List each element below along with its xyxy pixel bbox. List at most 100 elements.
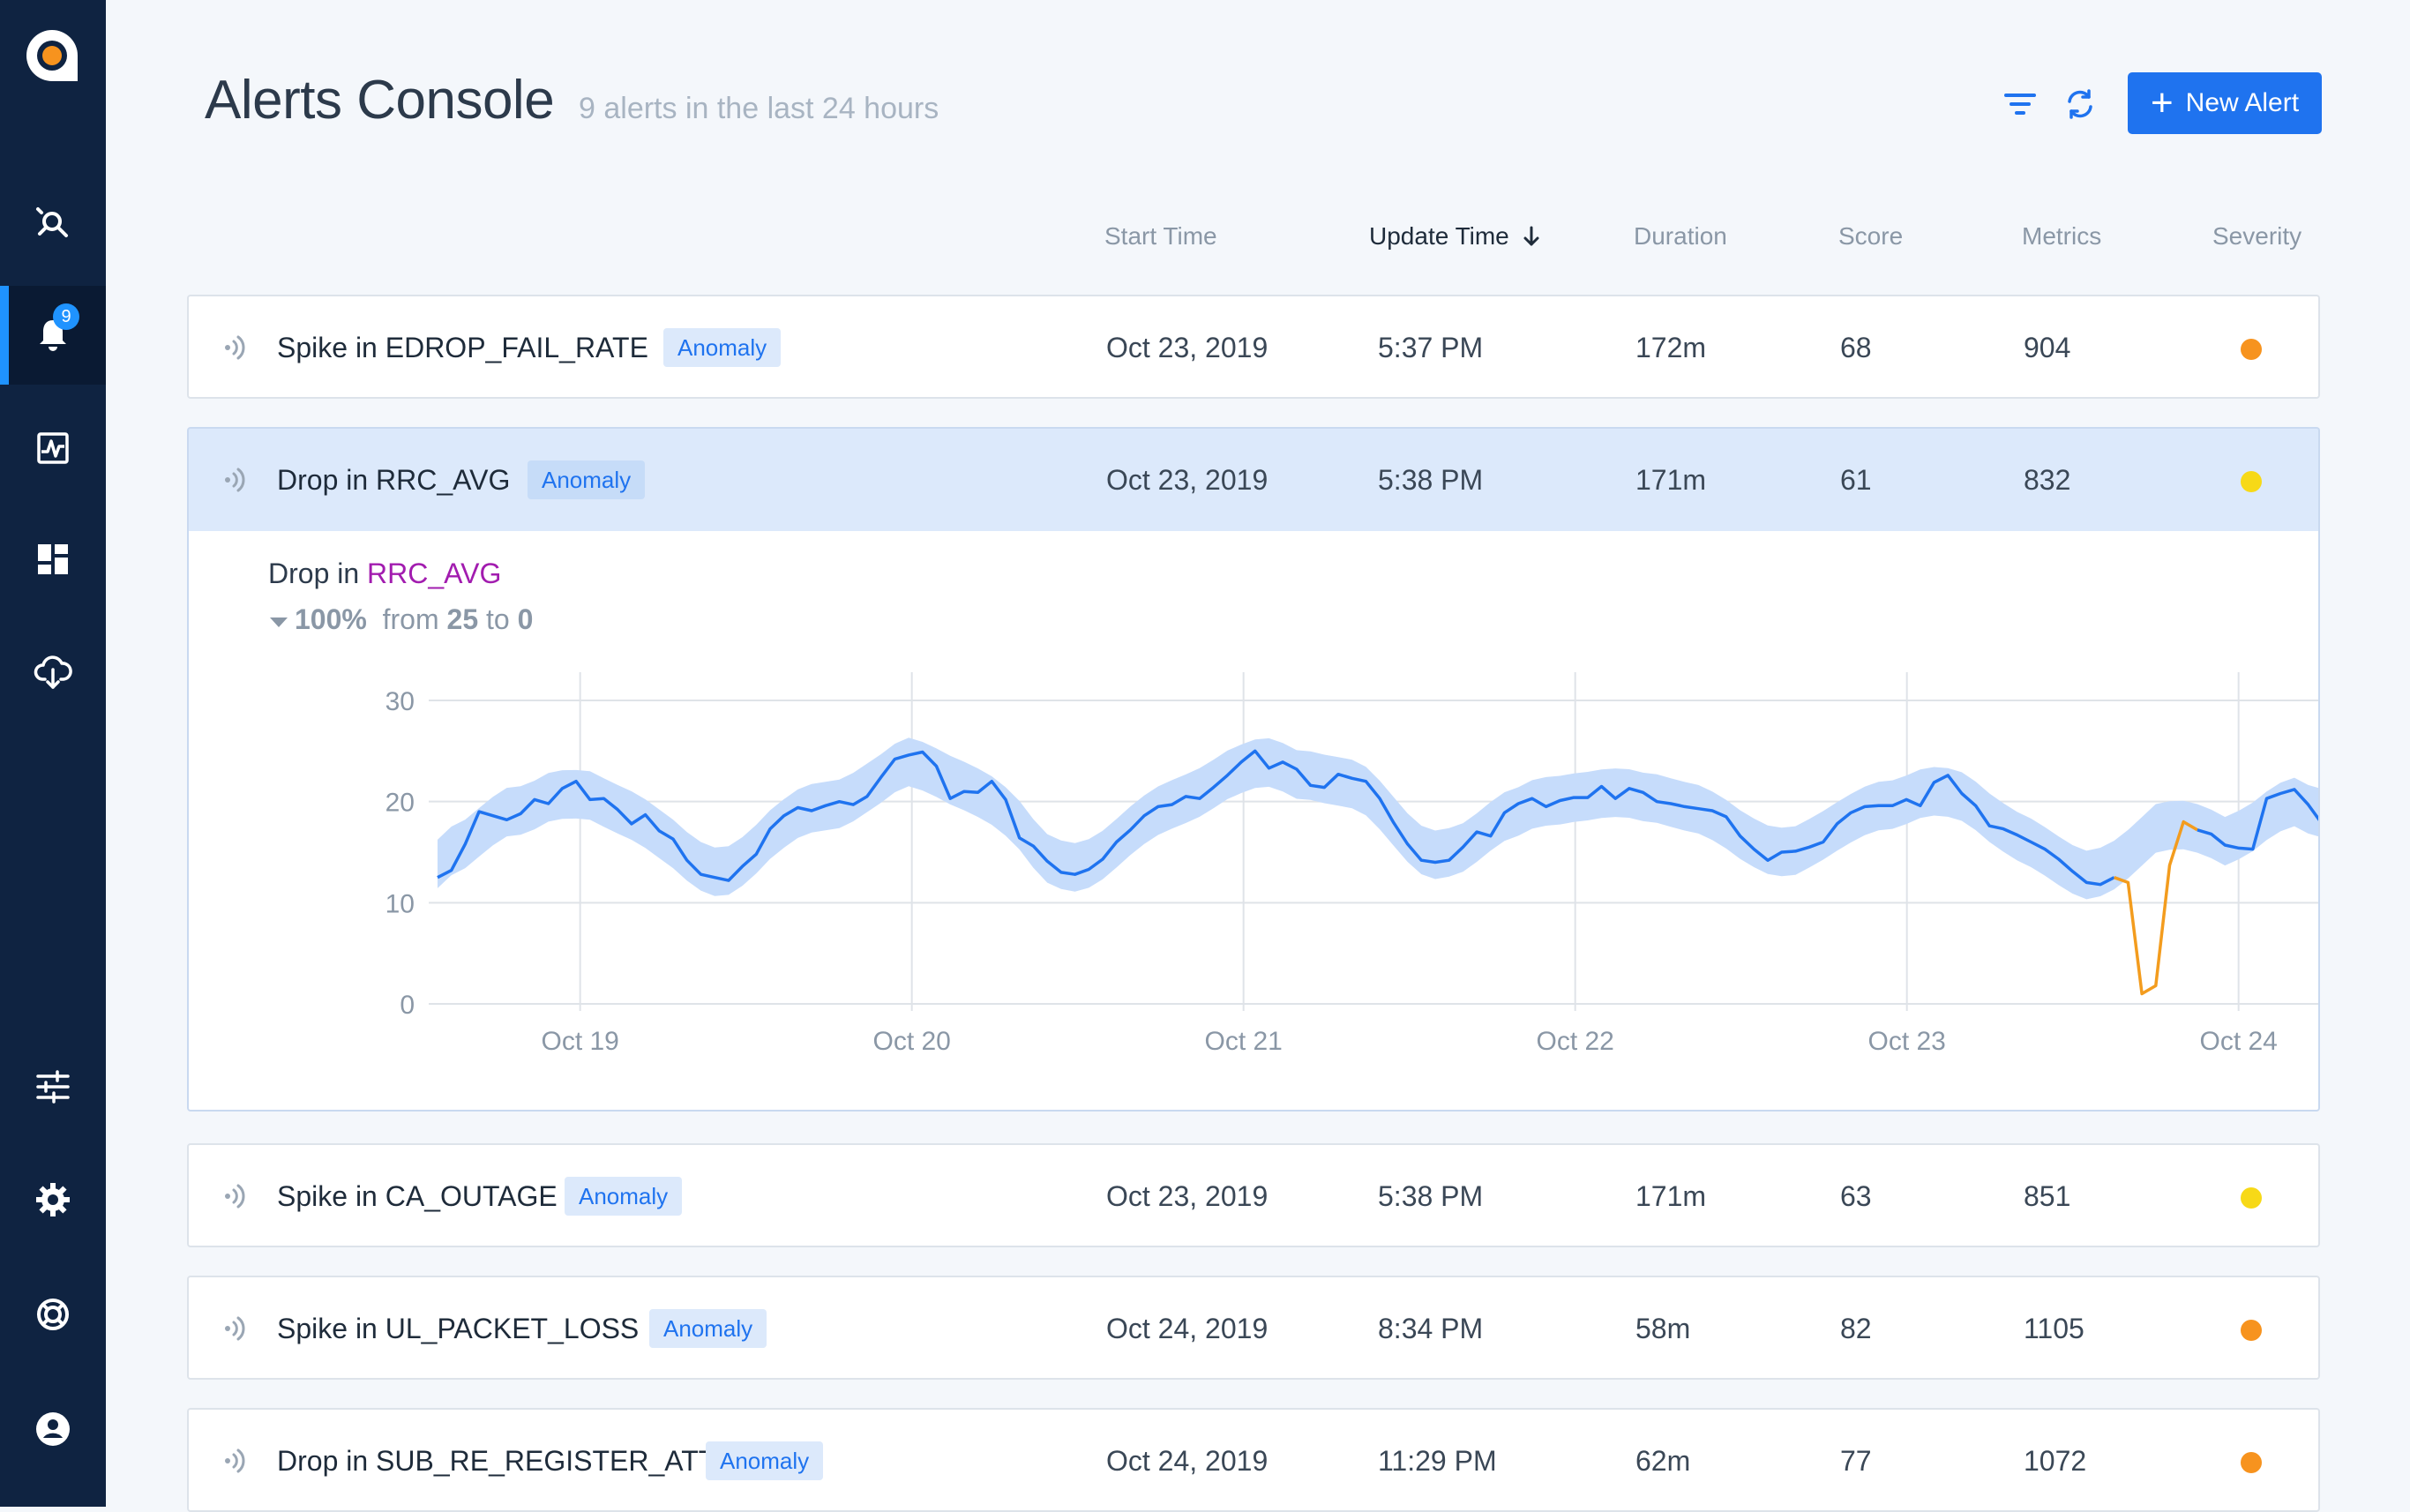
alert-metrics: 851 [2024,1180,2071,1212]
page-subtitle: 9 alerts in the last 24 hours [579,92,939,125]
sidebar: 9 [0,0,106,1507]
from-label: from [382,603,439,635]
alert-score: 61 [1840,464,1872,496]
alert-update-time: 8:34 PM [1378,1313,1484,1344]
from-value: 25 [446,603,479,635]
gear-icon [36,1183,70,1216]
column-score[interactable]: Score [1838,222,1904,250]
expected-range-band [438,737,2318,900]
x-tick-label: Oct 19 [541,1027,618,1056]
alert-metrics: 832 [2024,464,2071,496]
alert-name[interactable]: Spike in UL_PACKET_LOSS [277,1313,640,1344]
alert-row[interactable]: Spike in EDROP_FAIL_RATE Anomaly Oct 23, 2… [187,295,2320,399]
alert-type-tag: Anomaly [649,1309,767,1348]
alert-type-tag: Anomaly [663,328,782,367]
to-value: 0 [517,603,534,635]
rrc-avg-chart: 30 20 10 0 Oct 19 Oct 20 Oct 21 Oct 22 Oct 23 Oct… [385,672,2318,1056]
alert-start-time: Oct 24, 2019 [1106,1313,1269,1344]
x-tick-label: Oct 23 [1867,1027,1945,1056]
alert-score: 63 [1840,1180,1872,1212]
alert-update-time: 11:29 PM [1378,1445,1497,1477]
alert-row[interactable]: Drop in RRC_AVG Anomaly Oct 23, 2019 5:38 P… [187,427,2320,531]
user-icon [36,1412,70,1446]
alert-name[interactable]: Drop in SUB_RE_REGISTER_ATT [277,1445,716,1477]
activity-icon [37,432,69,464]
dashboard-icon [38,544,68,574]
signal-icon [225,1184,245,1209]
alert-metrics: 1072 [2024,1445,2087,1477]
nav-data-upload[interactable] [0,623,106,722]
nav-preferences[interactable] [0,1037,106,1136]
refresh-button[interactable] [2059,85,2101,124]
alert-start-time: Oct 24, 2019 [1106,1445,1269,1477]
to-label: to [486,603,510,635]
lifebuoy-icon [37,1299,69,1330]
alert-start-time: Oct 23, 2019 [1106,464,1269,496]
column-metrics[interactable]: Metrics [2022,222,2102,250]
change-percent: 100% [295,603,367,635]
cloud-upload-icon [34,655,72,689]
signal-icon [225,468,245,492]
column-update-time-label: Update Time [1369,222,1509,250]
alert-row[interactable]: Spike in CA_OUTAGE Anomaly Oct 23, 2019 5:3… [187,1143,2320,1247]
nav-settings[interactable] [0,1150,106,1249]
alert-score: 77 [1840,1445,1872,1477]
sort-desc-icon [1523,226,1539,246]
alert-duration: 171m [1635,1180,1707,1212]
filter-button[interactable] [1999,85,2041,124]
severity-indicator [2241,1187,2262,1209]
alert-row[interactable]: Spike in UL_PACKET_LOSS Anomaly Oct 24, 20… [187,1276,2320,1380]
caret-down-icon [270,618,288,627]
alert-metrics: 1105 [2024,1313,2084,1344]
alert-name[interactable]: Spike in EDROP_FAIL_RATE [277,332,648,363]
alert-duration: 172m [1635,332,1707,363]
detail-change: 100% from 25 to 0 [268,603,533,636]
logo-icon[interactable] [23,26,81,85]
refresh-icon [2068,89,2092,119]
alert-duration: 58m [1635,1313,1691,1344]
nav-metrics[interactable] [0,399,106,498]
y-tick-label: 10 [385,889,415,918]
anomaly-line [2114,820,2198,996]
alert-update-time: 5:38 PM [1378,464,1484,496]
alert-row[interactable]: Drop in SUB_RE_REGISTER_ATT Anomaly Oct 24… [187,1408,2320,1512]
series-line [437,749,2115,887]
x-tick-label: Oct 20 [872,1027,950,1056]
series-line [2197,788,2318,851]
column-update-time[interactable]: Update Time [1369,222,1543,251]
alert-type-tag: Anomaly [706,1441,824,1480]
y-tick-label: 0 [400,991,415,1020]
column-severity[interactable]: Severity [2212,222,2302,250]
detail-prefix: Drop in [268,558,360,589]
nav-account[interactable] [0,1380,106,1478]
alert-update-time: 5:38 PM [1378,1180,1484,1212]
filter-icon [2004,94,2036,115]
x-tick-label: Oct 21 [1204,1027,1282,1056]
main-content: Alerts Console 9 alerts in the last 24 h… [106,0,2410,1512]
new-alert-button[interactable]: + New Alert [2128,72,2322,134]
nav-explore[interactable] [0,175,106,273]
nav-help[interactable] [0,1265,106,1364]
sliders-icon [36,1070,70,1104]
alert-type-tag: Anomaly [565,1177,683,1216]
alert-name[interactable]: Drop in RRC_AVG [277,464,511,496]
alert-score: 82 [1840,1313,1872,1344]
alerts-count-badge: 9 [53,303,79,330]
alert-update-time: 5:37 PM [1378,332,1484,363]
signal-icon [225,1316,245,1341]
column-duration[interactable]: Duration [1634,222,1727,250]
nav-alerts[interactable]: 9 [0,286,106,385]
alert-name[interactable]: Spike in CA_OUTAGE [277,1180,558,1212]
nav-dashboards[interactable] [0,510,106,609]
alert-start-time: Oct 23, 2019 [1106,332,1269,363]
severity-indicator [2241,339,2262,360]
alert-metrics: 904 [2024,332,2071,363]
detail-metric-link[interactable]: RRC_AVG [367,558,502,589]
signal-icon [225,1448,245,1473]
signal-icon [225,335,245,360]
severity-indicator [2241,1320,2262,1341]
page-title: Alerts Console [205,70,555,131]
alert-duration: 171m [1635,464,1707,496]
column-start-time[interactable]: Start Time [1104,222,1217,250]
explore-icon [36,207,68,237]
